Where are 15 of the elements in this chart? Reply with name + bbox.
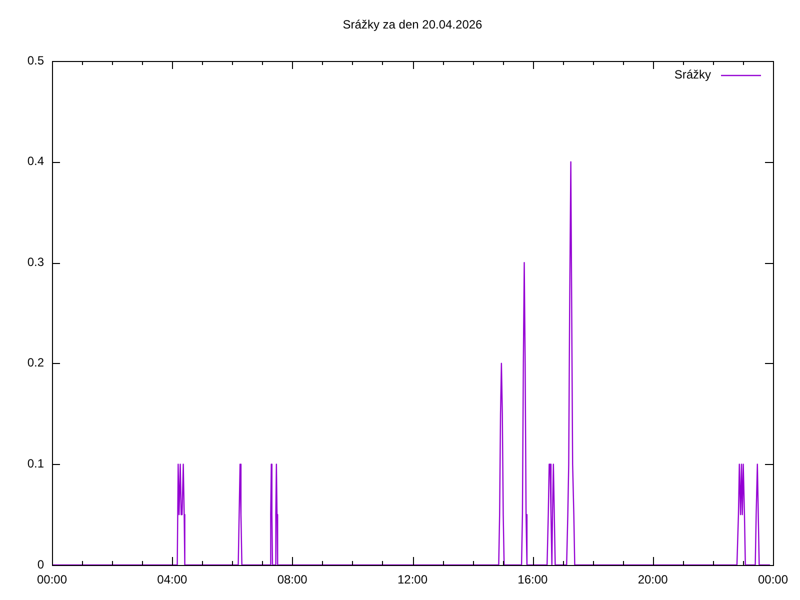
x-tick-label: 12:00 [397,572,428,587]
legend-label: Srážky [674,67,711,82]
y-tick-label: 0.1 [27,456,44,471]
x-tick-label: 04:00 [157,572,188,587]
y-tick-label: 0.2 [27,356,44,370]
y-tick-label: 0 [37,557,44,572]
y-tick-label: 0.4 [27,154,44,168]
x-tick-label: 16:00 [518,572,548,587]
chart-title: Srážky za den 20.04.2026 [342,17,483,32]
x-tick-label: 08:00 [277,572,308,587]
x-tick-label: 20:00 [638,572,668,587]
x-tick-label: 00:00 [758,572,788,587]
x-tick-label: 00:00 [36,572,68,587]
y-tick-label: 0.3 [27,254,44,269]
y-tick-label: 0.5 [27,53,44,68]
